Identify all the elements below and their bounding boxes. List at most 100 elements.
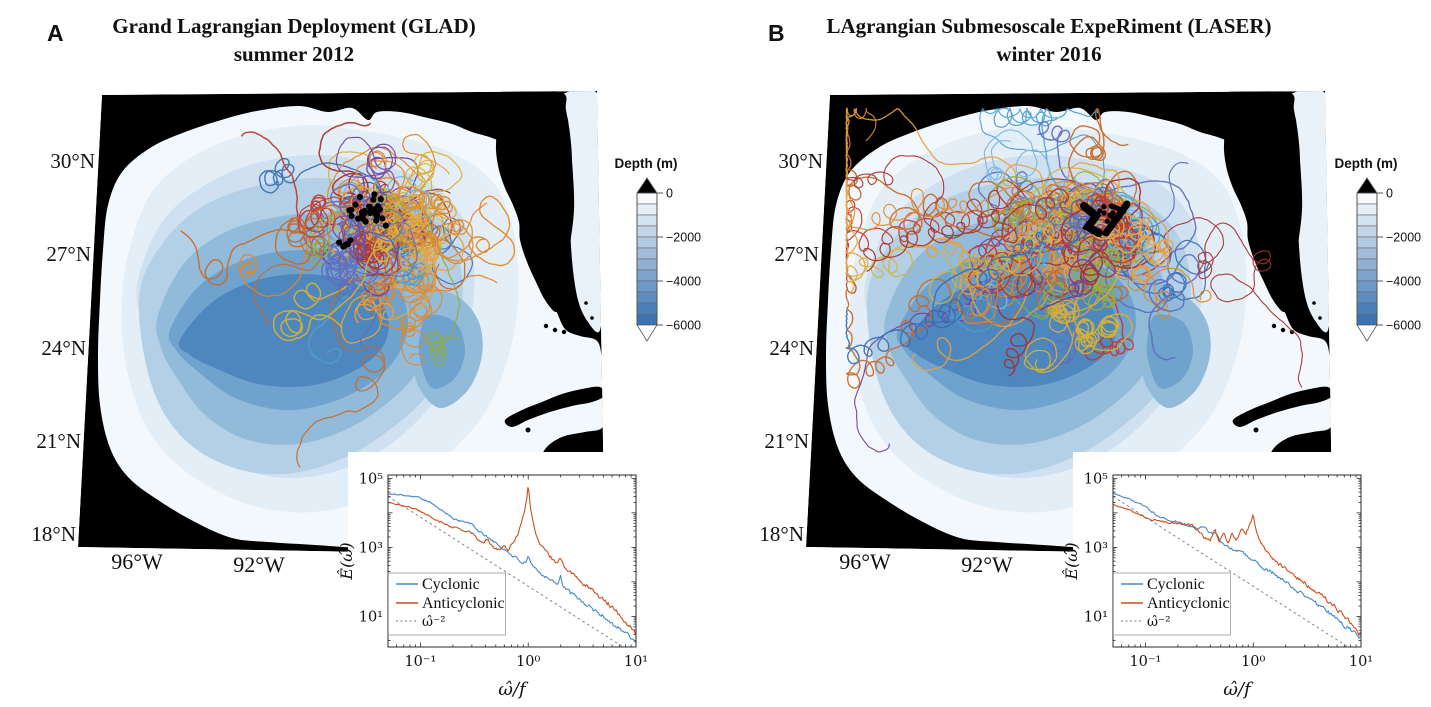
- colorbar-segment: [636, 225, 658, 238]
- drifter-trajectory: [341, 208, 418, 277]
- inset-spectrum-a: 10⁻¹ 10⁰ 10¹ 10¹ 10³ 10⁵ Cyclonic Anticyclonic ω…: [348, 452, 690, 707]
- panel-a-label: A: [47, 20, 64, 46]
- drifter-trajectory: [418, 213, 466, 290]
- florida-keys-island: [561, 329, 567, 335]
- deployment-dot: [366, 203, 373, 210]
- lat-label: 30°N: [778, 149, 823, 173]
- lat-label: 30°N: [50, 149, 95, 173]
- deployment-dot: [1104, 218, 1110, 224]
- inset-a-xlabel: ω̂/f: [498, 679, 529, 700]
- deployment-dot: [377, 196, 384, 203]
- deployment-dot: [371, 206, 378, 213]
- colorbar-top-arrow: [636, 177, 658, 194]
- colorbar-segment: [636, 313, 658, 326]
- drifter-trajectory: [845, 154, 1107, 237]
- inset-x-tick-label: 10¹: [624, 654, 648, 670]
- spectrum-anticyclonic-line: [1113, 504, 1361, 637]
- florida-keys-island: [1280, 327, 1286, 333]
- colorbar-segment: [636, 302, 658, 315]
- colorbar-a-title: Depth (m): [615, 156, 678, 171]
- colorbars-layer: 0 −2000 −4000 −6000 0 −2000 −4000 −6000: [636, 177, 1421, 342]
- deployment-track-mark: [1108, 203, 1127, 214]
- inset-y-tick-label: 10¹: [359, 609, 383, 625]
- legend-label: Anticyclonic: [1147, 595, 1230, 612]
- colorbar-tick-label: −6000: [1386, 319, 1421, 333]
- colorbar-segment: [1356, 236, 1378, 249]
- panel-a-map: [78, 91, 605, 556]
- drifter-trajectory: [392, 230, 426, 286]
- colorbar-bottom-arrow: [636, 324, 658, 342]
- colorbar-segment: [1356, 247, 1378, 260]
- isle-of-youth: [1253, 427, 1259, 433]
- atlantic-ocean: [560, 91, 604, 333]
- colorbar-top-arrow: [1356, 177, 1378, 194]
- colorbar-segment: [1356, 302, 1378, 315]
- drifter-trajectory: [332, 215, 399, 271]
- drifter-trajectory: [935, 209, 1110, 295]
- deployment-track-mark: [1080, 202, 1103, 237]
- inset-x-tick-label: 10¹: [1349, 654, 1373, 670]
- colorbar-panel-a: 0 −2000 −4000 −6000: [636, 177, 701, 342]
- lat-label: 27°N: [774, 242, 819, 266]
- deployment-dot: [347, 237, 354, 244]
- deployment-dot: [1101, 210, 1107, 216]
- colorbar-segment: [1356, 291, 1378, 304]
- drifter-trajectory: [863, 188, 1106, 272]
- colorbar-segment: [1356, 258, 1378, 271]
- inset-y-tick-label: 10³: [359, 540, 383, 556]
- deployment-dot: [371, 191, 378, 198]
- drifter-trajectory: [1091, 200, 1174, 284]
- bahamas-island: [584, 301, 588, 305]
- inset-b-ylabel: Ê(ω̂): [1061, 542, 1081, 580]
- drifter-trajectory: [344, 230, 403, 277]
- legend-label: Cyclonic: [1147, 576, 1205, 593]
- florida-keys-island: [1271, 323, 1277, 329]
- inset-series: [388, 487, 636, 647]
- insets-layer: 10⁻¹ 10⁰ 10¹ 10¹ 10³ 10⁵ Cyclonic Anticyclonic ω…: [348, 452, 1415, 707]
- inset-y-tick-label: 10⁵: [359, 471, 383, 487]
- lon-label: 92°W: [233, 552, 285, 577]
- colorbar-segment: [1356, 214, 1378, 227]
- drifter-trajectory: [355, 160, 428, 244]
- panel-a-title: Grand Lagrangian Deployment (GLAD): [112, 14, 475, 38]
- deployment-dot: [373, 217, 380, 224]
- deployment-markers: [336, 191, 389, 250]
- legend-label: ω̂⁻²: [422, 614, 446, 630]
- colorbar-tick-label: −6000: [666, 319, 701, 333]
- colorbar-tick-label: −4000: [1386, 275, 1421, 289]
- florida-landmass: [1222, 91, 1303, 312]
- inset-series: [1113, 492, 1361, 647]
- spectrum-cyclonic-line: [388, 493, 636, 643]
- drifter-trajectory: [356, 224, 443, 366]
- inset-y-tick-label: 10³: [1084, 540, 1108, 556]
- colorbar-b-title: Depth (m): [1335, 156, 1398, 171]
- drifter-trajectory: [845, 199, 1086, 294]
- colorbar-segment: [636, 258, 658, 271]
- maps-layer: 30°N 27°N 24°N 21°N 18°N 96°W 92°W 30°N 27°N 24°N…: [31, 91, 1333, 577]
- lat-label: 21°N: [36, 429, 81, 453]
- deployment-dot: [356, 194, 363, 201]
- deployment-dot: [382, 222, 389, 229]
- colorbar-segment: [1356, 269, 1378, 282]
- cuba-landmass: [504, 386, 605, 427]
- colorbar-segment: [636, 236, 658, 249]
- static-text-layer: A B Grand Lagrangian Deployment (GLAD) s…: [47, 14, 1398, 700]
- inset-x-tick-label: 10⁻¹: [404, 654, 436, 670]
- colorbar-segment: [636, 269, 658, 282]
- drifter-trajectory: [1119, 214, 1173, 281]
- lat-label: 18°N: [759, 522, 804, 546]
- drifter-trajectory: [845, 107, 1120, 282]
- colorbar-tick-label: 0: [1386, 187, 1393, 201]
- colorbar-segment: [1356, 192, 1378, 205]
- panel-b-subtitle: winter 2016: [996, 42, 1101, 66]
- colorbar-segment: [1356, 225, 1378, 238]
- inset-b-xlabel: ω̂/f: [1223, 679, 1254, 700]
- deployment-dot: [1101, 204, 1107, 210]
- inset-axes-frame: [1112, 474, 1362, 648]
- colorbar-bottom-arrow: [1356, 324, 1378, 342]
- bathymetry-contour: [178, 273, 389, 388]
- drifter-trajectory: [1072, 213, 1120, 311]
- panel-b-label: B: [768, 20, 785, 46]
- deployment-dot: [370, 196, 377, 203]
